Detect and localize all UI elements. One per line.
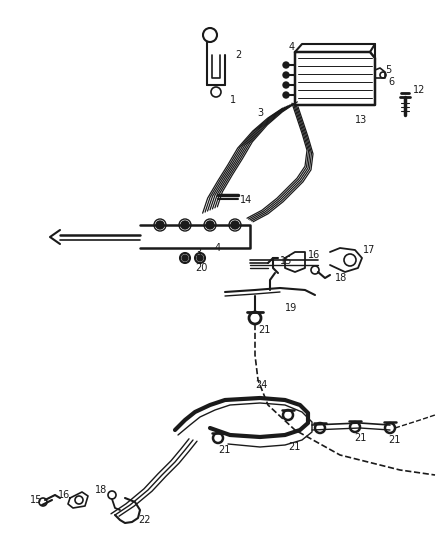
Circle shape [283, 92, 289, 98]
Circle shape [283, 72, 289, 78]
Text: 6: 6 [388, 77, 394, 87]
Circle shape [197, 255, 203, 261]
Text: 16: 16 [58, 490, 70, 500]
Text: 21: 21 [218, 445, 230, 455]
Text: 5: 5 [385, 65, 391, 75]
Text: 1: 1 [230, 95, 236, 105]
Circle shape [156, 221, 164, 229]
Circle shape [283, 62, 289, 68]
Circle shape [181, 221, 189, 229]
Text: 21: 21 [288, 442, 300, 452]
Text: 3: 3 [257, 108, 263, 118]
Text: 17: 17 [363, 245, 375, 255]
Text: 3: 3 [195, 248, 201, 258]
Circle shape [206, 221, 214, 229]
Text: 15: 15 [280, 256, 293, 266]
Text: 12: 12 [413, 85, 425, 95]
Text: 19: 19 [285, 303, 297, 313]
Text: 21: 21 [388, 435, 400, 445]
Text: 21: 21 [354, 433, 366, 443]
Text: 20: 20 [195, 263, 207, 273]
Text: 18: 18 [95, 485, 107, 495]
Text: 21: 21 [258, 325, 270, 335]
Text: 14: 14 [240, 195, 252, 205]
Text: 16: 16 [308, 250, 320, 260]
Text: 15: 15 [30, 495, 42, 505]
Text: 2: 2 [235, 50, 241, 60]
Text: 4: 4 [289, 42, 295, 52]
Circle shape [231, 221, 239, 229]
Text: 22: 22 [138, 515, 151, 525]
Text: 13: 13 [355, 115, 367, 125]
Text: 18: 18 [335, 273, 347, 283]
Circle shape [283, 82, 289, 88]
Text: 24: 24 [255, 380, 267, 390]
Circle shape [182, 255, 188, 261]
Text: 4: 4 [215, 243, 221, 253]
